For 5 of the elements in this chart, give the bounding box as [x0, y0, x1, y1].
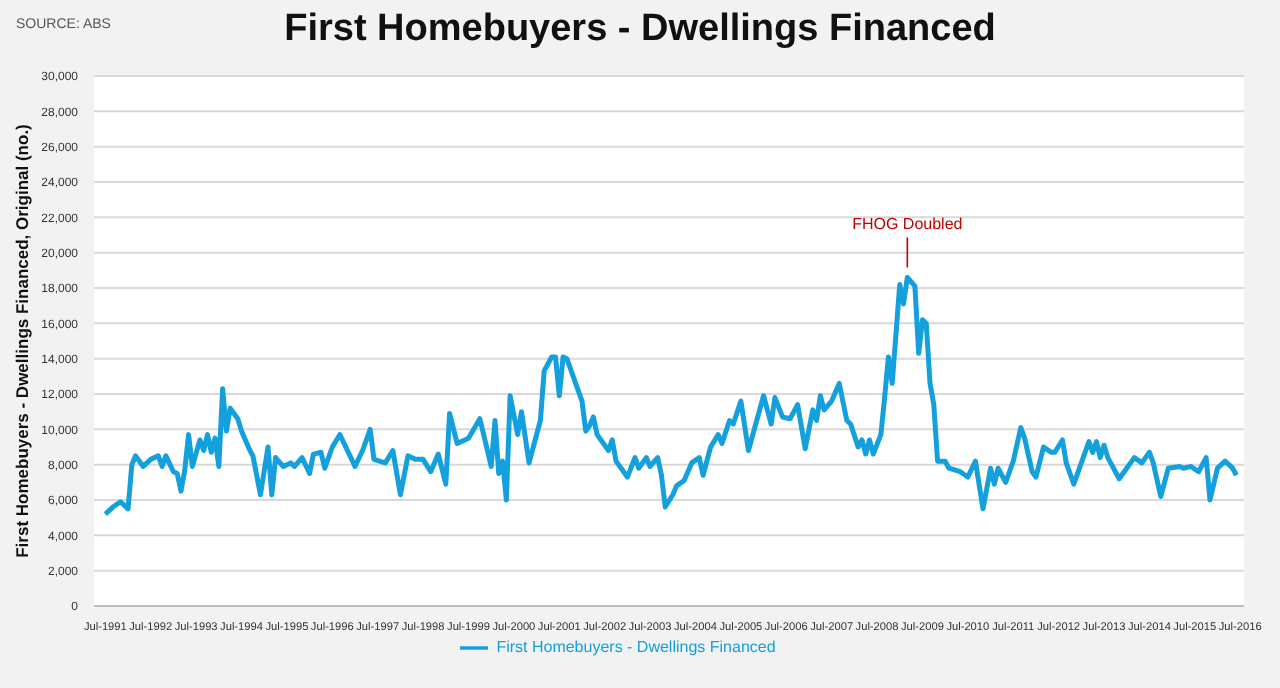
- chart-title: First Homebuyers - Dwellings Financed: [284, 8, 996, 50]
- legend-label: First Homebuyers - Dwellings Financed: [496, 638, 776, 657]
- annotation: FHOG Doubled: [852, 215, 963, 234]
- y-axis-title: First Homebuyers - Dwellings Financed, Original (no.): [12, 123, 33, 558]
- line-series: [102, 274, 1239, 517]
